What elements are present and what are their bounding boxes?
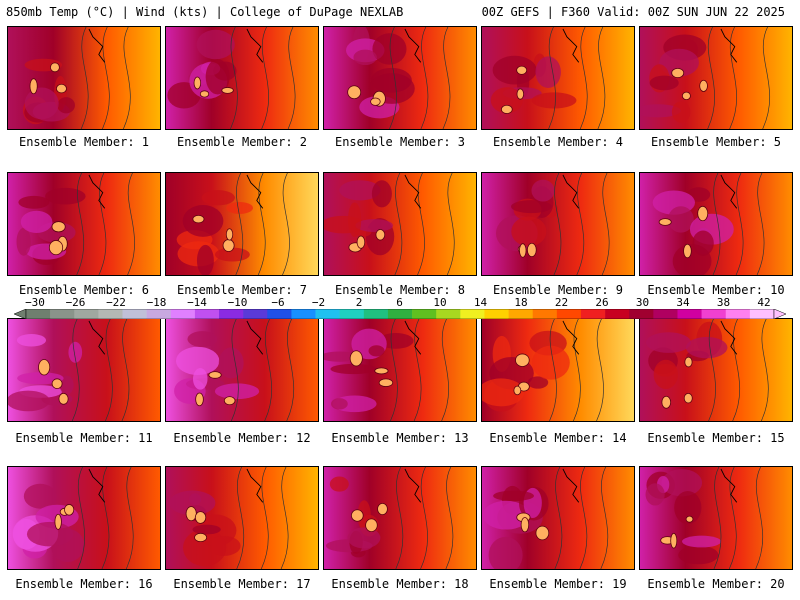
colorbar-swatch xyxy=(653,309,678,319)
ensemble-member-map xyxy=(639,172,793,276)
colorbar-swatch xyxy=(26,309,51,319)
ensemble-member-map xyxy=(323,172,477,276)
ensemble-member-map xyxy=(7,26,161,130)
ensemble-member-label: Ensemble Member: 6 xyxy=(18,283,150,297)
ensemble-member-label: Ensemble Member: 3 xyxy=(334,135,466,149)
colorbar-tick-label: 14 xyxy=(473,296,488,309)
ensemble-member-map xyxy=(165,26,319,130)
colorbar-tick-label: 10 xyxy=(433,296,447,309)
colorbar-swatch xyxy=(484,309,509,319)
ensemble-member-label: Ensemble Member: 4 xyxy=(492,135,624,149)
ensemble-member-label: Ensemble Member: 11 xyxy=(15,431,153,445)
ensemble-member-map xyxy=(7,318,161,422)
colorbar-swatch xyxy=(556,309,582,319)
colorbar-swatch xyxy=(98,309,123,319)
ensemble-member-map xyxy=(639,318,793,422)
colorbar-swatch xyxy=(146,309,172,319)
colorbar-tick-label: 26 xyxy=(595,296,609,309)
colorbar-swatch xyxy=(243,309,268,319)
ensemble-member-label: Ensemble Member: 5 xyxy=(650,135,782,149)
colorbar-tick-label: −2 xyxy=(311,296,326,309)
ensemble-member-map xyxy=(481,318,635,422)
ensemble-member-map xyxy=(323,26,477,130)
colorbar-swatch xyxy=(315,309,340,319)
ensemble-member-label: Ensemble Member: 13 xyxy=(331,431,469,445)
colorbar-swatch xyxy=(532,309,558,319)
ensemble-member-label: Ensemble Member: 14 xyxy=(489,431,627,445)
colorbar-tick-label: 6 xyxy=(396,296,403,309)
ensemble-member-map xyxy=(7,172,161,276)
colorbar-swatch xyxy=(194,309,220,319)
ensemble-member-label: Ensemble Member: 1 xyxy=(18,135,150,149)
colorbar-swatch xyxy=(508,309,534,319)
ensemble-member-map xyxy=(323,466,477,570)
colorbar-tick-label: 18 xyxy=(514,296,528,309)
ensemble-member-label: Ensemble Member: 15 xyxy=(647,431,785,445)
ensemble-member-label: Ensemble Member: 20 xyxy=(647,577,785,591)
ensemble-member-label: Ensemble Member: 10 xyxy=(647,283,785,297)
colorbar-tick-label: −30 xyxy=(25,296,45,309)
ensemble-member-label: Ensemble Member: 7 xyxy=(176,283,308,297)
colorbar-tick-label: −18 xyxy=(146,296,167,309)
ensemble-member-label: Ensemble Member: 9 xyxy=(492,283,624,297)
colorbar-swatch xyxy=(122,309,147,319)
colorbar-swatch xyxy=(387,309,413,319)
colorbar-swatch xyxy=(460,309,485,319)
colorbar-swatch xyxy=(605,309,630,319)
ensemble-member-map xyxy=(7,466,161,570)
colorbar-tick-label: 2 xyxy=(355,296,363,309)
colorbar-swatch xyxy=(267,309,292,319)
colorbar-swatch xyxy=(219,309,244,319)
ensemble-member-label: Ensemble Member: 2 xyxy=(176,135,308,149)
colorbar-swatch xyxy=(677,309,702,319)
ensemble-member-map xyxy=(639,26,793,130)
ensemble-member-label: Ensemble Member: 16 xyxy=(15,577,153,591)
ensemble-member-label: Ensemble Member: 8 xyxy=(334,283,466,297)
colorbar-tick-label: 34 xyxy=(676,296,690,309)
colorbar-tick-label: 38 xyxy=(716,296,731,309)
colorbar-swatch xyxy=(701,309,727,319)
colorbar-swatch xyxy=(339,309,365,319)
colorbar-tick-label: 30 xyxy=(635,296,650,309)
colorbar-swatch xyxy=(412,309,437,319)
run-valid-time: 00Z GEFS | F360 Valid: 00Z SUN JUN 22 20… xyxy=(481,5,785,19)
ensemble-member-label: Ensemble Member: 12 xyxy=(173,431,311,445)
ensemble-member-label: Ensemble Member: 17 xyxy=(173,577,311,591)
ensemble-member-map xyxy=(481,172,635,276)
ensemble-member-map xyxy=(165,318,319,422)
ensemble-member-label: Ensemble Member: 18 xyxy=(331,577,469,591)
colorbar-swatch xyxy=(629,309,654,319)
ensemble-member-label: Ensemble Member: 19 xyxy=(489,577,627,591)
ensemble-member-map xyxy=(481,26,635,130)
ensemble-member-map xyxy=(165,172,319,276)
colorbar-swatch xyxy=(291,309,316,319)
colorbar-swatch xyxy=(749,309,775,319)
colorbar-tick-label: −26 xyxy=(65,296,86,309)
ensemble-member-map xyxy=(481,466,635,570)
chart-title: 850mb Temp (°C) | Wind (kts) | College o… xyxy=(6,5,404,19)
colorbar-tick-label: 42 xyxy=(757,296,771,309)
colorbar-swatch xyxy=(580,309,606,319)
ensemble-member-map xyxy=(639,466,793,570)
colorbar-swatch xyxy=(363,309,389,319)
colorbar-tick-label: −6 xyxy=(271,296,285,309)
colorbar-swatch xyxy=(170,309,196,319)
colorbar-tick-label: 22 xyxy=(554,296,569,309)
colorbar-tick-label: −22 xyxy=(106,296,126,309)
colorbar-tick-label: −10 xyxy=(227,296,248,309)
colorbar-swatch xyxy=(436,309,461,319)
colorbar-swatch xyxy=(50,309,75,319)
colorbar-swatch xyxy=(74,309,99,319)
ensemble-member-map xyxy=(165,466,319,570)
colorbar-swatch xyxy=(725,309,751,319)
ensemble-member-map xyxy=(323,318,477,422)
colorbar-tick-label: −14 xyxy=(187,296,207,309)
